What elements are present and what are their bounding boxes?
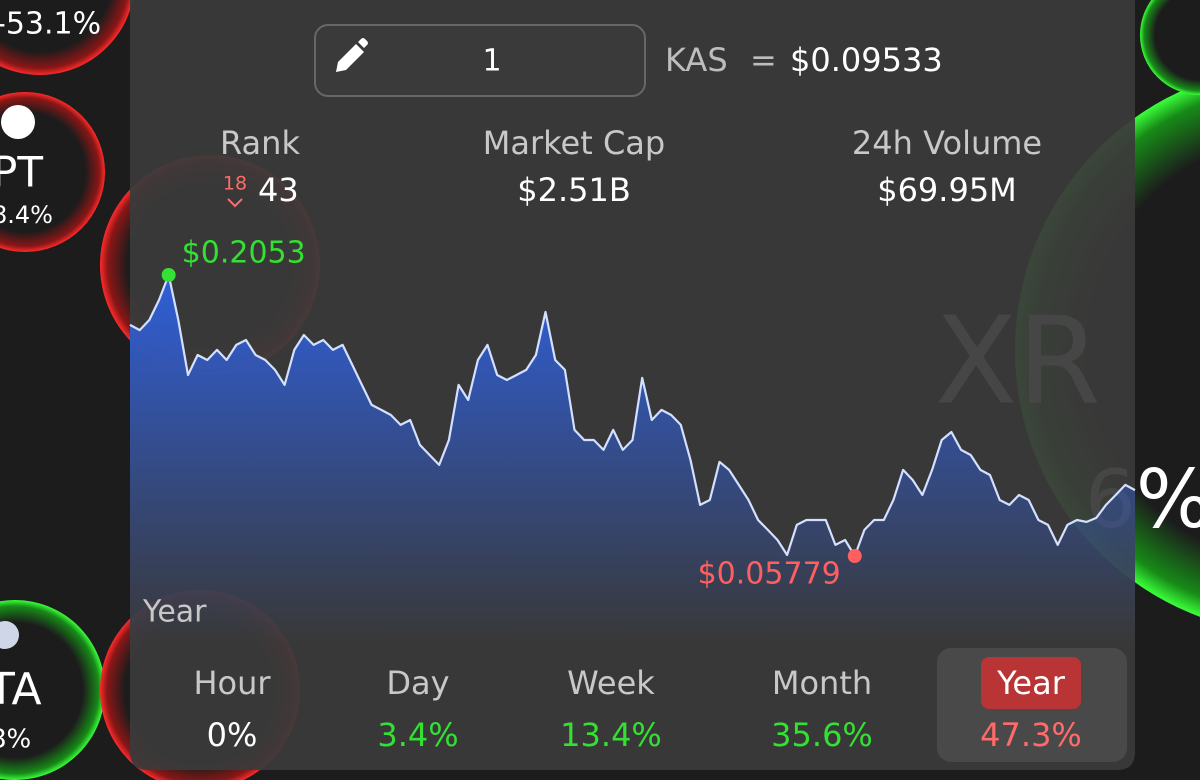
bubble [1140, 0, 1200, 95]
price-line [129, 273, 1136, 558]
low-point [847, 549, 862, 563]
period-tabs: Hour 0% Day 3.4% Week 13.4% Month 35.6% Year 47.3… [193, 648, 1127, 762]
period-change: 47.3% [980, 716, 1082, 754]
equals-sign: = [750, 41, 777, 79]
coin-price: $0.09533 [790, 41, 943, 79]
stat-label: Market Cap [483, 124, 665, 162]
bubble-symbol: TA [0, 664, 42, 715]
period-name[interactable]: Month [772, 664, 872, 702]
edit-icon [336, 38, 368, 72]
period-change: 35.6% [771, 716, 873, 754]
bubble-change: 8.4% [0, 201, 53, 229]
stat-value: $2.51B [517, 171, 631, 209]
stat-value: 43 [258, 171, 299, 209]
bubble [0, 0, 133, 75]
rank-down-arrow [227, 198, 243, 208]
period-change: 0% [207, 716, 258, 754]
stat-label: Rank [220, 124, 300, 162]
low-label: $0.05779 [698, 557, 841, 592]
coin-icon [1, 105, 35, 139]
price-area [130, 275, 1135, 645]
rank-change: 18 [223, 173, 247, 195]
coin-icon [0, 621, 19, 649]
bubble-symbol: PT [0, 148, 43, 197]
period-name[interactable]: Year [996, 664, 1066, 702]
bubble-change: 8% [0, 725, 31, 755]
amount-value[interactable]: 1 [482, 44, 501, 79]
price-chart: $0.2053 $0.05779 [129, 236, 1136, 645]
period-name[interactable]: Hour [193, 664, 271, 702]
selected-badge [981, 657, 1081, 709]
bubble [0, 600, 105, 780]
chart-period: Year [142, 595, 207, 630]
period-change: 3.4% [377, 716, 458, 754]
period-name[interactable]: Day [386, 664, 449, 702]
period-name[interactable]: Week [567, 664, 655, 702]
amount-input[interactable] [314, 24, 646, 97]
coin-symbol: KAS [665, 41, 728, 79]
stat-value: $69.95M [877, 171, 1017, 209]
period-change: 13.4% [560, 716, 662, 754]
bubble-change: -53.1% [0, 7, 101, 42]
stat-label: 24h Volume [852, 124, 1042, 162]
high-label: $0.2053 [182, 236, 306, 271]
high-point [161, 268, 176, 282]
